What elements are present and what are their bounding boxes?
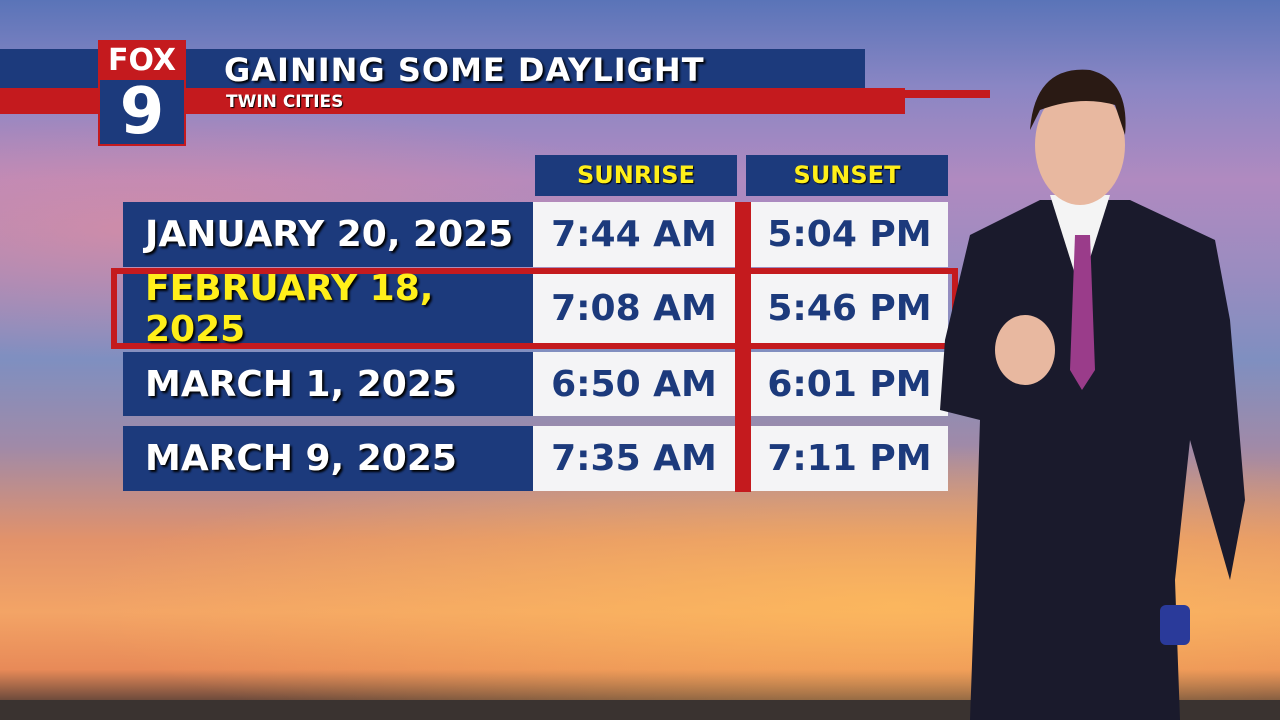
- row-sunrise: 7:08 AM: [533, 274, 735, 343]
- logo-fox: FOX: [100, 42, 184, 80]
- row-sunset: 7:11 PM: [751, 426, 948, 491]
- header-sunset: SUNSET: [746, 155, 948, 196]
- accent-line: [900, 90, 990, 98]
- row-date: MARCH 1, 2025: [123, 352, 533, 416]
- row-sunrise: 7:35 AM: [533, 426, 735, 491]
- row-sunset: 5:46 PM: [751, 274, 948, 343]
- header-sunrise: SUNRISE: [535, 155, 737, 196]
- location-subtitle: TWIN CITIES: [226, 92, 344, 112]
- row-sunrise: 7:44 AM: [533, 202, 735, 267]
- presenter: [940, 69, 1245, 720]
- row-sunset: 5:04 PM: [751, 202, 948, 267]
- page-title: GAINING SOME DAYLIGHT: [224, 51, 705, 89]
- horizon: [0, 700, 1280, 720]
- fox9-logo: FOX 9: [98, 40, 186, 146]
- row-date-highlighted: FEBRUARY 18, 2025: [123, 268, 533, 350]
- row-sunset: 6:01 PM: [751, 352, 948, 416]
- row-date: JANUARY 20, 2025: [123, 202, 533, 267]
- row-sunrise: 6:50 AM: [533, 352, 735, 416]
- logo-nine: 9: [119, 75, 165, 149]
- row-date: MARCH 9, 2025: [123, 426, 533, 491]
